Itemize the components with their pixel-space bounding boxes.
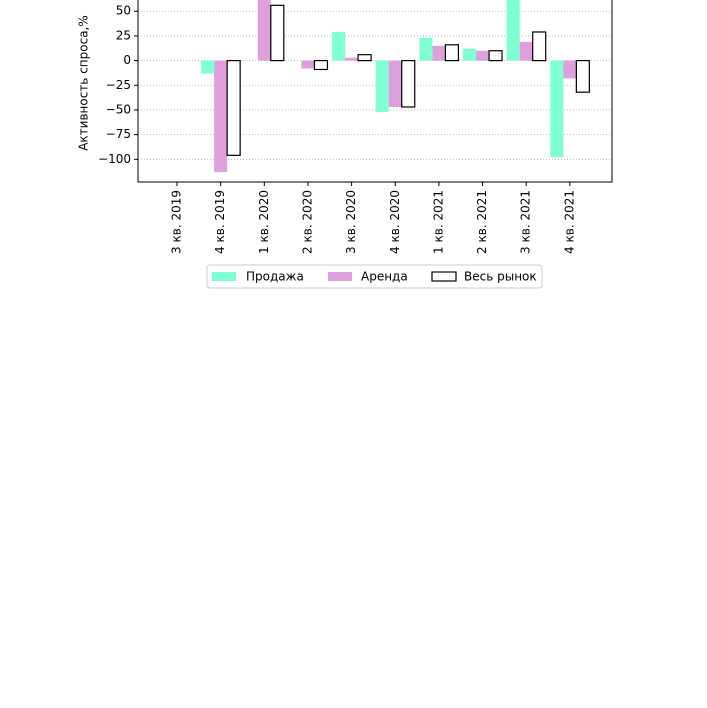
bar [226,59,241,156]
bar [357,54,372,62]
legend-swatch [431,271,457,282]
y-tick-label: 0 [123,53,131,67]
bar [345,57,359,61]
x-tick-label: 3 кв. 2020 [344,190,358,254]
axes-frame [137,0,613,183]
y-tick-label: −100 [98,152,131,166]
bar [388,60,402,107]
legend-swatch [212,272,236,281]
y-tick-label: 25 [116,28,131,42]
bar [257,0,271,61]
y-tick-label: −50 [106,102,131,116]
bar [432,45,446,61]
bar [519,41,533,61]
legend-label: Аренда [361,270,408,284]
bar [488,50,503,62]
bar [401,59,416,108]
bar [270,4,285,62]
x-tick-label: 2 кв. 2020 [300,190,314,254]
bar [563,60,577,79]
bar [419,37,433,61]
legend-swatch [328,272,352,281]
x-tick-label: 4 кв. 2019 [213,190,227,254]
bar [444,44,459,62]
y-axis-label: Активность спроса,% [77,15,91,151]
legend-label: Весь рынок [464,270,537,284]
x-tick-label: 4 кв. 2020 [388,190,402,254]
bar [532,31,547,62]
bar [550,60,564,158]
x-tick-label: 4 кв. 2021 [562,190,576,254]
x-tick-label: 3 кв. 2019 [170,190,184,254]
x-tick-label: 3 кв. 2021 [519,190,533,254]
bar [575,59,590,93]
legend-box [206,264,543,289]
bar [476,50,490,61]
bar [506,0,520,61]
bar [201,60,215,74]
legend-label: Продажа [246,270,304,284]
bar [463,48,477,61]
bar [301,60,315,69]
y-tick-label: −75 [106,127,131,141]
x-tick-label: 1 кв. 2021 [431,190,445,254]
x-tick-label: 2 кв. 2021 [475,190,489,254]
x-tick-label: 1 кв. 2020 [257,190,271,254]
bar [375,60,389,112]
bar [332,31,346,61]
y-tick-label: 50 [116,4,131,18]
bar [313,59,329,71]
bar [214,60,228,173]
y-tick-label: −25 [106,78,131,92]
